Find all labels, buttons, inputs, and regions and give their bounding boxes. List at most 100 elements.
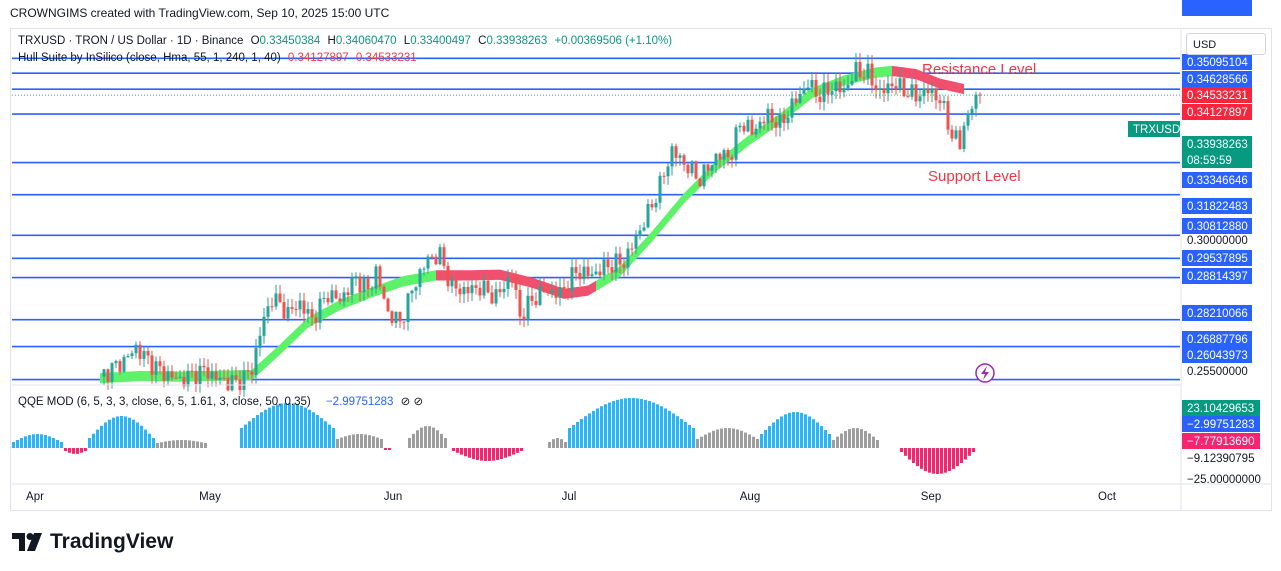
qqe-bar xyxy=(432,427,435,448)
qqe-bar xyxy=(780,416,783,448)
candle-body xyxy=(442,247,446,266)
candle-body xyxy=(434,256,438,265)
candle-body xyxy=(654,202,658,208)
change-value: +0.00369506 (+1.10%) xyxy=(554,35,673,47)
qqe-bar xyxy=(64,448,67,451)
candle-body xyxy=(566,289,570,291)
qqe-bar xyxy=(128,417,131,448)
symbol-title[interactable]: TRXUSD · TRON / US Dollar · 1D · Binance xyxy=(18,35,244,47)
candle-body xyxy=(322,297,326,299)
candle-body xyxy=(782,114,786,124)
price-label: 0.25500000 xyxy=(1187,366,1248,378)
qqe-scale-bg xyxy=(1182,416,1260,432)
candle-body xyxy=(974,94,978,109)
candle-body xyxy=(298,300,302,310)
candle-body xyxy=(606,259,610,268)
candle-body xyxy=(106,369,110,382)
qqe-bar xyxy=(24,436,27,448)
hull-indicator-name[interactable]: Hull Suite by InSilico (close, Hma, 55, … xyxy=(18,52,281,64)
qqe-histogram xyxy=(12,384,1180,474)
qqe-bar xyxy=(740,430,743,448)
candle-body xyxy=(902,78,906,97)
qqe-bar xyxy=(832,440,835,448)
qqe-bar xyxy=(568,428,571,448)
candle-body xyxy=(750,119,754,135)
qqe-bar xyxy=(668,410,671,448)
x-tick-apr: Apr xyxy=(26,491,44,503)
candle-body xyxy=(414,287,418,291)
qqe-bar xyxy=(124,416,127,448)
candle-body xyxy=(314,317,318,323)
candle-body xyxy=(818,96,822,103)
candle-body xyxy=(138,344,142,359)
candle-body xyxy=(578,272,582,280)
qqe-indicator-name[interactable]: QQE MOD (6, 5, 3, 3, close, 6, 5, 1.61, … xyxy=(18,396,311,408)
candle-body xyxy=(502,288,506,293)
candle-body xyxy=(534,300,538,305)
qqe-bar xyxy=(464,448,467,457)
candle-body xyxy=(338,298,342,302)
candle-body xyxy=(658,175,662,203)
candle-body xyxy=(966,113,970,126)
qqe-bar xyxy=(256,415,259,448)
qqe-bar xyxy=(88,438,91,448)
candle-body xyxy=(378,266,382,287)
candle-body xyxy=(438,247,442,265)
x-tick-jun: Jun xyxy=(384,491,403,503)
qqe-scale-bg xyxy=(1182,433,1260,449)
currency-selector[interactable]: USD xyxy=(1186,33,1266,55)
candle-body xyxy=(914,84,918,102)
qqe-bar xyxy=(20,438,23,448)
candle-body xyxy=(538,286,542,305)
qqe-bar xyxy=(872,436,875,448)
candle-body xyxy=(762,121,766,124)
qqe-bar xyxy=(800,412,803,448)
qqe-bar xyxy=(632,398,635,448)
qqe-bar xyxy=(380,439,383,448)
qqe-bar xyxy=(424,426,427,448)
price-label: 0.34533231 xyxy=(1187,90,1248,102)
candle-body xyxy=(730,157,734,160)
candle-body xyxy=(634,236,638,249)
tradingview-logo[interactable]: TradingView xyxy=(12,530,173,554)
candle-body xyxy=(702,164,706,187)
candle-body xyxy=(490,292,494,304)
candle-body xyxy=(722,150,726,160)
candle-body xyxy=(954,130,958,139)
candle-body xyxy=(358,276,362,293)
candle-body xyxy=(398,311,402,322)
price-label-bg xyxy=(1182,136,1252,152)
qqe-bar xyxy=(324,421,327,448)
qqe-legend: QQE MOD (6, 5, 3, 3, close, 6, 5, 1.61, … xyxy=(18,394,427,408)
qqe-bar xyxy=(32,434,35,448)
candle-body xyxy=(382,286,386,299)
lightning-icon[interactable] xyxy=(975,363,995,383)
qqe-bar xyxy=(260,412,263,448)
x-tick-sep: Sep xyxy=(921,491,941,503)
candle-body xyxy=(542,286,546,293)
qqe-bar xyxy=(628,398,631,448)
candle-body xyxy=(286,307,290,319)
qqe-bar xyxy=(680,419,683,448)
candle-body xyxy=(794,98,798,103)
qqe-bar xyxy=(472,448,475,459)
qqe-bar xyxy=(828,434,831,448)
candle-body xyxy=(734,127,738,160)
candle-body xyxy=(162,366,166,381)
qqe-bar xyxy=(732,428,735,448)
candle-body xyxy=(430,256,434,258)
qqe-bar xyxy=(600,406,603,448)
candle-body xyxy=(470,285,474,294)
symbol-legend: TRXUSD · TRON / US Dollar · 1D · Binance… xyxy=(18,35,676,47)
candle-body xyxy=(174,377,178,379)
price-label-bg xyxy=(1182,104,1252,120)
candle-body xyxy=(474,285,478,288)
candle-body xyxy=(638,230,642,237)
candle-body xyxy=(522,316,526,320)
qqe-bar xyxy=(900,448,903,452)
price-label: 0.35095104 xyxy=(1187,57,1248,69)
candle-body xyxy=(826,82,830,95)
qqe-bar xyxy=(456,448,459,453)
candle-body xyxy=(726,150,730,158)
